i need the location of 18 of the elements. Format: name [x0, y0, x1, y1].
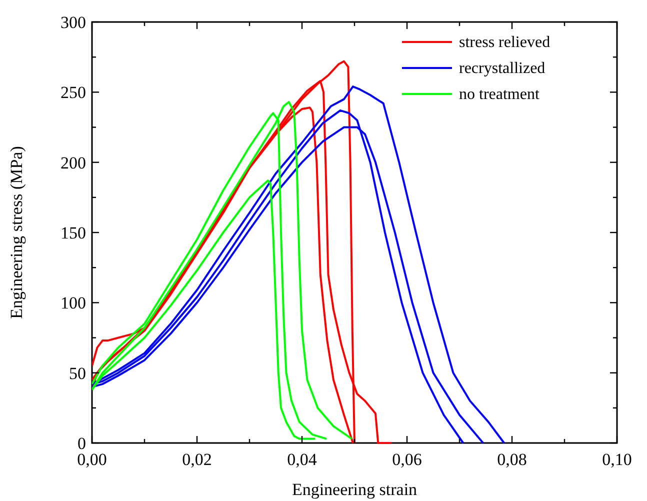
legend-label: stress relieved [459, 34, 550, 51]
x-tick-label: 0,08 [497, 450, 527, 469]
x-tick-label: 0,02 [182, 450, 212, 469]
y-tick-label: 300 [60, 13, 86, 32]
y-tick-label: 50 [69, 364, 86, 383]
y-tick-label: 0 [78, 434, 86, 453]
x-axis-title: Engineering strain [292, 480, 418, 499]
legend-label: no treatment [459, 86, 540, 103]
x-tick-label: 0,00 [77, 450, 107, 469]
x-tick-label: 0,10 [602, 450, 632, 469]
y-tick-label: 200 [60, 153, 86, 172]
y-tick-label: 250 [60, 83, 86, 102]
y-axis-title: Engineering stress (MPa) [7, 146, 26, 319]
y-tick-label: 150 [60, 224, 86, 242]
y-tick-label: 100 [60, 294, 86, 313]
legend-label: recrystallized [459, 60, 546, 77]
x-tick-label: 0,04 [287, 450, 318, 469]
x-tick-label: 0,06 [392, 450, 422, 469]
